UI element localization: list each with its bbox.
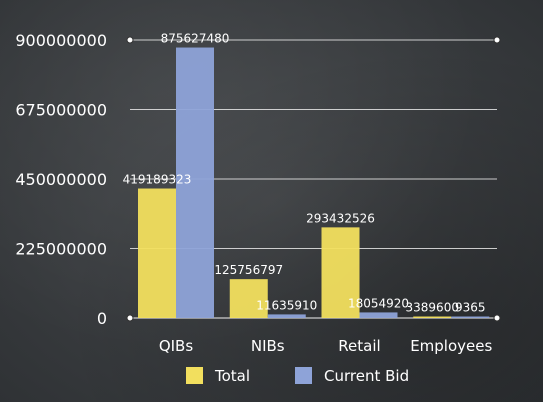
y-tick-label: 450000000	[15, 170, 107, 189]
legend: Total Current Bid	[186, 367, 409, 385]
axis-endpoint-dot	[493, 314, 501, 322]
y-tick-label: 225000000	[15, 240, 107, 259]
bar-total-nibs	[229, 279, 268, 318]
data-label: 3389600	[406, 301, 459, 315]
category-label-qibs: QIBs	[159, 337, 194, 355]
bar-current-bid-retail	[359, 312, 398, 318]
legend-label-total: Total	[214, 367, 250, 385]
legend-swatch-total	[186, 367, 203, 384]
bar-current-bid-nibs	[267, 314, 306, 318]
bars	[138, 47, 490, 318]
bar-total-retail	[321, 227, 360, 318]
axis-endpoint-dot	[126, 36, 134, 44]
legend-swatch-current-bid	[295, 367, 312, 384]
data-label: 9365	[455, 301, 486, 315]
data-label: 125756797	[214, 263, 283, 277]
legend-label-current-bid: Current Bid	[324, 367, 409, 385]
data-label: 875627480	[161, 32, 230, 46]
data-label: 419189323	[123, 173, 192, 187]
data-label: 11635910	[256, 298, 317, 312]
bar-current-bid-qibs	[176, 47, 214, 318]
axis-endpoint-dot	[126, 314, 134, 322]
bar-total-qibs	[138, 188, 176, 318]
data-labels: 419189323 875627480 125756797 11635910 29343…	[123, 32, 486, 315]
y-axis-tick-labels: 0 225000000 450000000 675000000 900000000	[15, 31, 107, 328]
y-tick-label: 900000000	[15, 31, 107, 50]
data-label: 18054920	[348, 296, 409, 310]
category-label-employees: Employees	[410, 337, 492, 355]
y-tick-label: 675000000	[15, 101, 107, 120]
category-label-nibs: NIBs	[251, 337, 285, 355]
x-axis-category-labels: QIBs NIBs Retail Employees	[159, 337, 493, 355]
bar-current-bid-employees	[451, 316, 490, 318]
data-label: 293432526	[306, 211, 375, 225]
category-label-retail: Retail	[338, 337, 380, 355]
axis-endpoint-dot	[493, 36, 501, 44]
y-tick-label: 0	[97, 309, 107, 328]
bar-total-employees	[413, 316, 452, 318]
